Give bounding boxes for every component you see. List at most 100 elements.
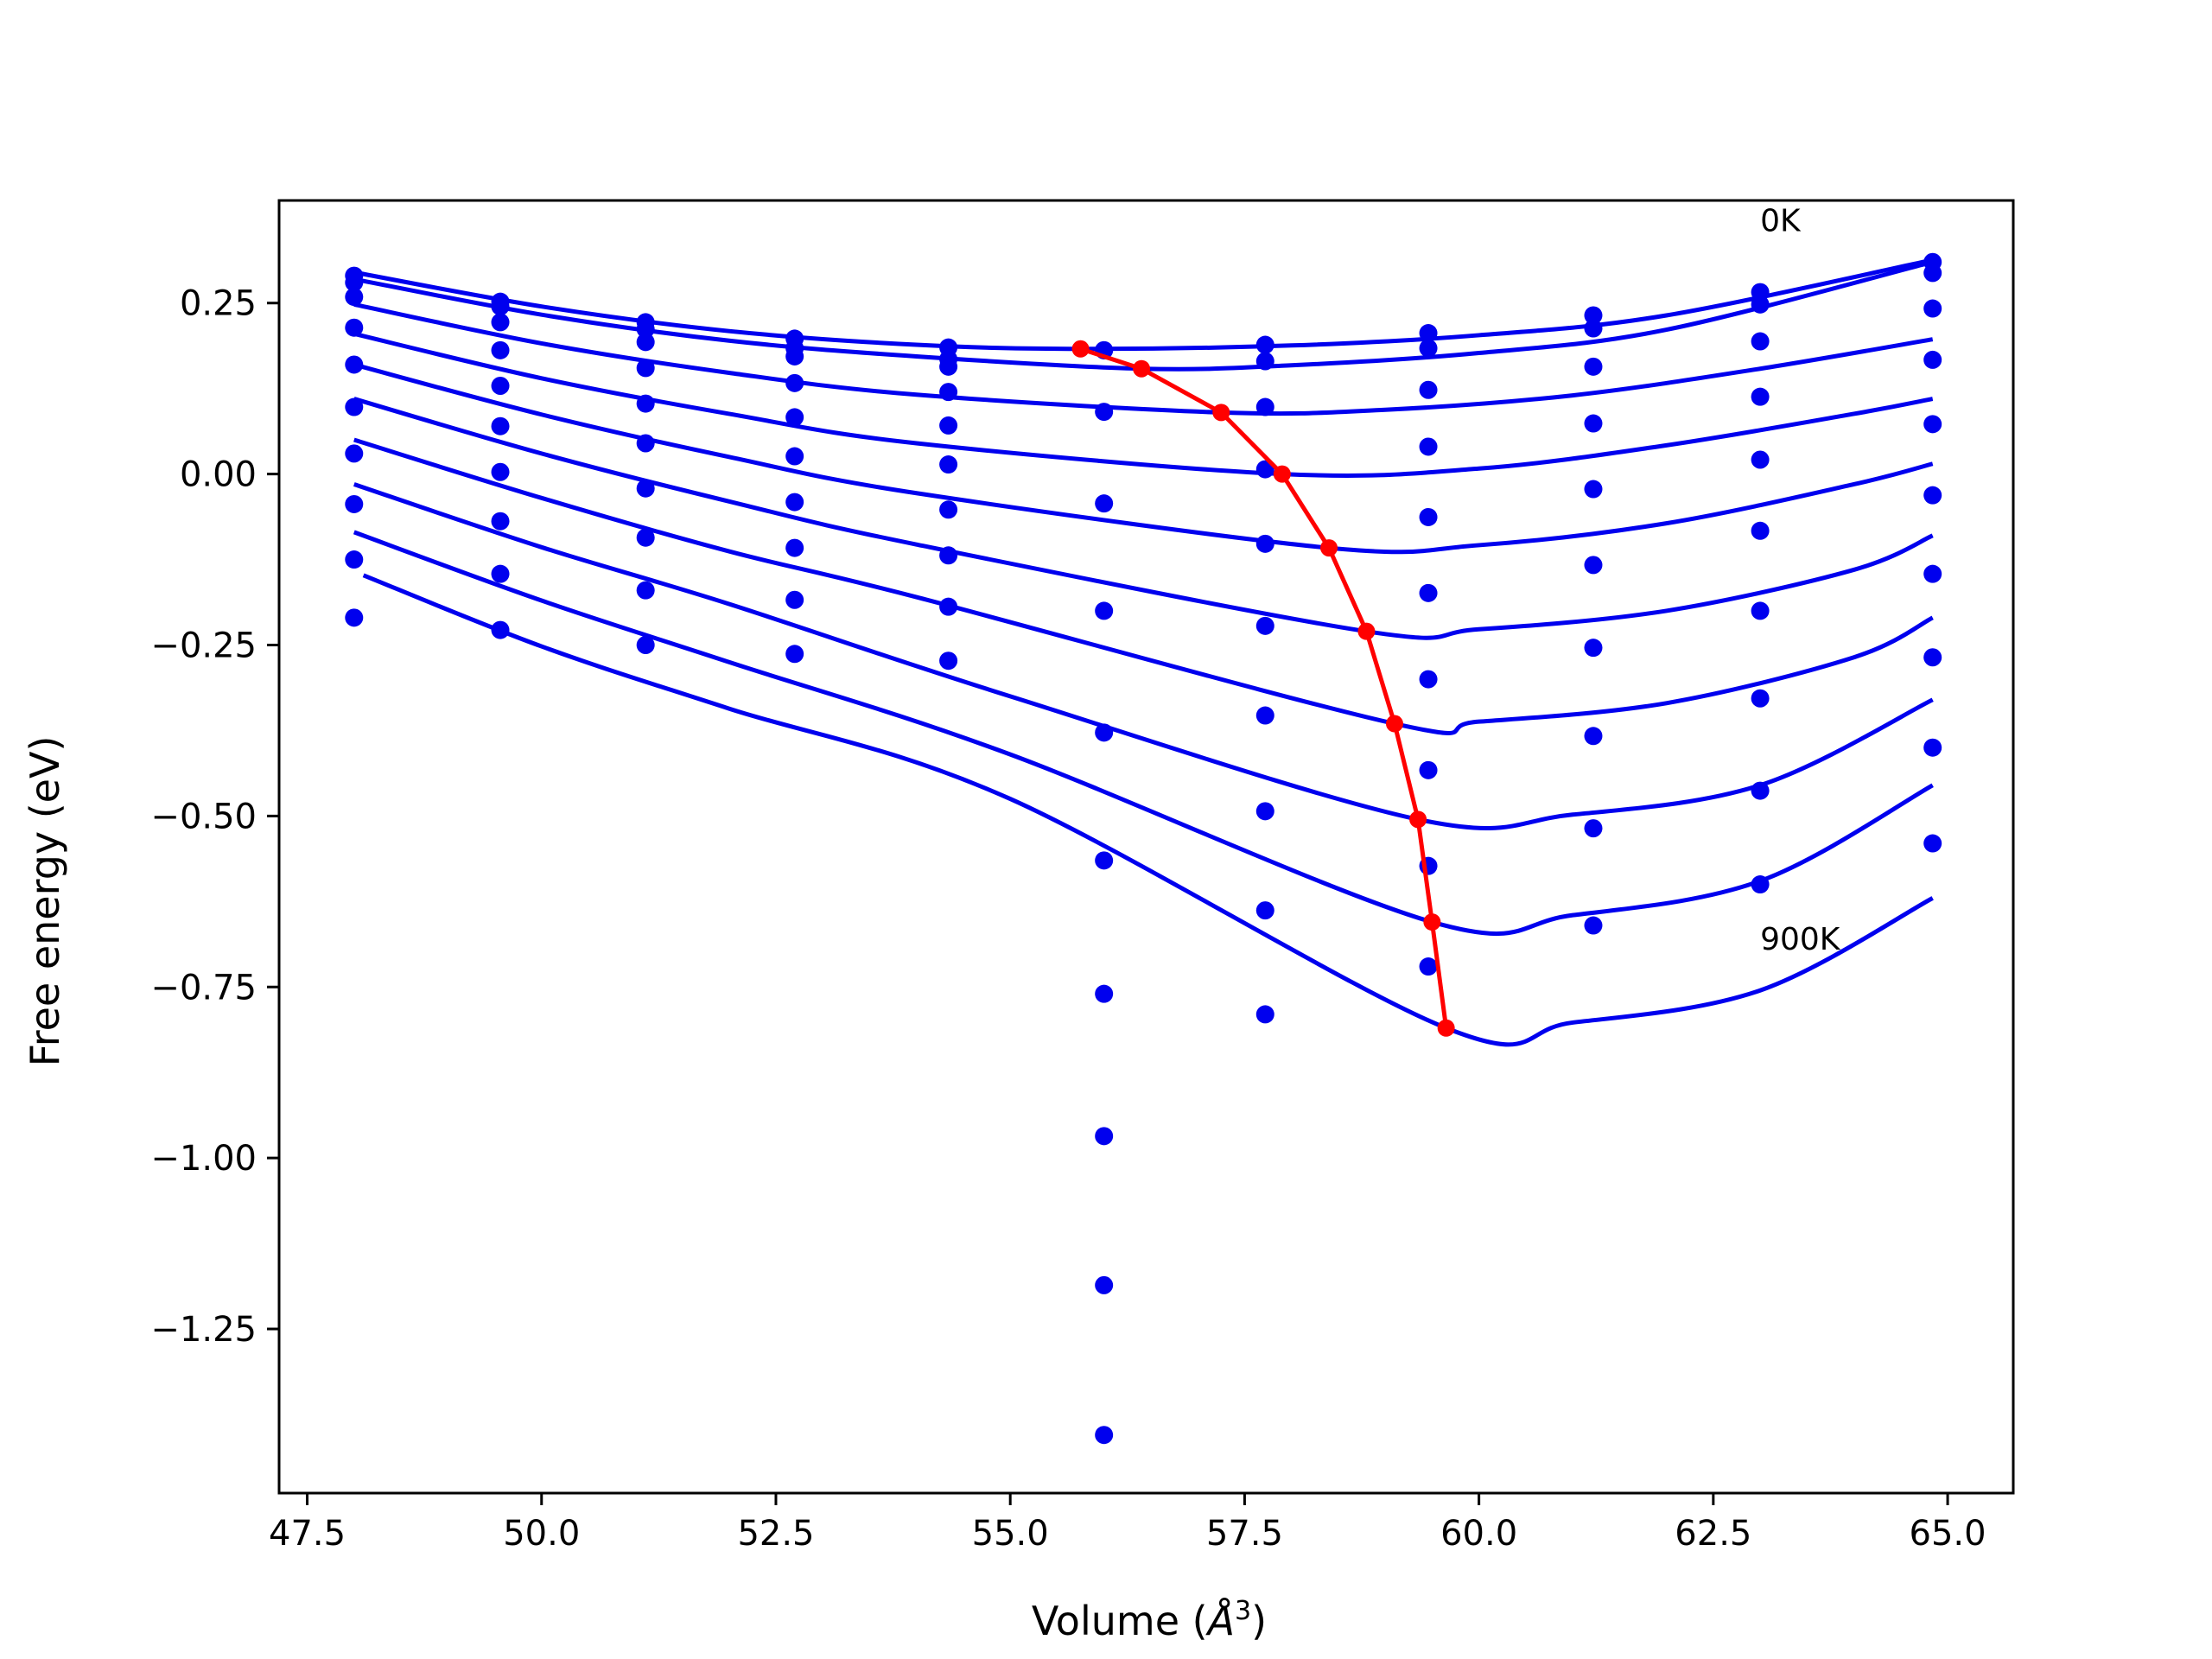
minimum-point [1320,539,1338,557]
data-point [1923,738,1942,757]
y-tick-label: −1.25 [150,1310,257,1350]
data-point [636,581,655,600]
temperature-annotation: 0K [1760,204,1802,239]
data-point [491,340,510,359]
data-point [939,546,958,565]
data-point [1255,616,1274,635]
data-point [1751,689,1770,708]
minima-path [1071,340,1455,1037]
minimum-point [1133,359,1151,378]
data-point [1923,648,1942,667]
data-point [345,608,364,627]
data-point [1923,486,1942,505]
data-point [1584,727,1603,746]
minimum-point [1409,810,1427,829]
y-axis-label: Free energy (eV) [22,736,68,1067]
fit-curve-9 [362,573,1934,1047]
data-point [1923,564,1942,583]
data-point [1751,521,1770,540]
data-point [1095,601,1114,620]
data-point [1584,480,1603,499]
data-point [1419,670,1438,689]
data-point [491,462,510,481]
data-point [1095,1275,1114,1294]
data-point [1255,706,1274,725]
data-point [636,479,655,498]
fit-curve-6 [353,437,1934,735]
fit-curve-7 [353,482,1934,831]
y-tick-label: −0.75 [150,968,257,1007]
data-point [1095,851,1114,870]
data-point [345,273,364,292]
fit-curve-2 [353,302,1934,416]
data-point [345,494,364,513]
minimum-point [1385,715,1403,733]
data-point [1923,834,1942,853]
data-point [491,297,510,316]
y-tick-label: 0.25 [180,284,257,324]
data-point [785,493,804,512]
x-tick-label: 65.0 [1910,1514,1986,1554]
fit-curve-5 [353,397,1934,640]
data-point [1419,380,1438,399]
data-point [1923,350,1942,369]
data-point [1751,387,1770,406]
data-point [1419,760,1438,779]
data-point [1095,494,1114,513]
data-point [939,500,958,519]
data-point [1751,450,1770,469]
data-point [1584,357,1603,376]
data-point [1255,534,1274,553]
data-point [1255,802,1274,821]
data-point [1255,397,1274,416]
data-point [636,359,655,378]
y-axis-ticks: 0.25 0.00 −0.25 −0.50 −0.75 −1.00 −1.25 [150,284,279,1350]
data-point [1419,957,1438,976]
data-points [345,252,1942,1445]
data-point [491,377,510,396]
data-point [1255,901,1274,920]
data-point [491,564,510,583]
data-point [636,333,655,352]
minimum-point [1212,404,1230,422]
data-point [1419,324,1438,343]
minimum-point [1273,465,1291,483]
data-point [1923,264,1942,283]
data-point [636,635,655,654]
data-point [939,652,958,671]
fit-curve-8 [353,530,1934,937]
minimum-point [1071,340,1090,358]
data-point [1095,723,1114,742]
fit-curve-4 [353,362,1934,555]
x-tick-label: 50.0 [503,1514,580,1554]
x-tick-label: 52.5 [737,1514,814,1554]
data-point [636,394,655,413]
data-point [345,444,364,463]
x-tick-label: 60.0 [1440,1514,1517,1554]
data-point [1584,916,1603,935]
data-point [785,538,804,557]
data-point [345,397,364,416]
data-point [1751,295,1770,314]
data-point [1419,339,1438,358]
data-point [1584,306,1603,325]
fit-curves [353,257,1934,1047]
x-axis-label: Volume (Å3) [1032,1596,1267,1644]
data-point [785,346,804,365]
data-point [491,416,510,435]
data-point [1255,335,1274,354]
data-point [345,288,364,307]
data-point [1419,507,1438,526]
data-point [1751,875,1770,894]
data-point [939,455,958,474]
data-point [939,416,958,435]
data-point [1095,984,1114,1003]
data-point [785,408,804,427]
data-point [1095,1127,1114,1146]
data-point [939,597,958,616]
y-tick-label: −0.25 [150,626,257,665]
data-point [1584,414,1603,433]
y-tick-label: 0.00 [180,455,257,495]
data-point [785,447,804,466]
data-point [1923,299,1942,318]
